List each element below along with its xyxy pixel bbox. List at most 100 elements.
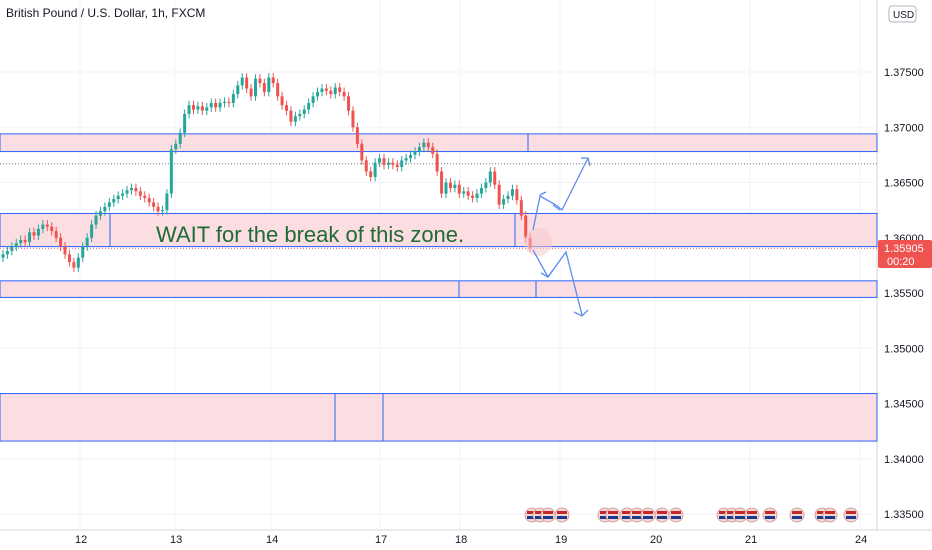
candle-body-80	[355, 127, 359, 144]
candle-body-118	[524, 215, 528, 238]
arrow-up-tick2	[552, 204, 561, 211]
candle-body-85	[378, 158, 382, 163]
candle-body-44	[196, 106, 200, 110]
candle-body-91	[404, 158, 408, 161]
x-tick-label-3: 17	[375, 534, 387, 546]
candle-body-39	[174, 143, 178, 150]
candles[interactable]	[1, 73, 553, 273]
zone-1	[0, 212, 878, 248]
candle-body-53	[236, 85, 240, 95]
candle-body-59	[262, 83, 266, 92]
y-tick-label-8: 1.37500	[884, 67, 924, 79]
arrow-down-tick	[540, 269, 554, 278]
candle-body-22	[98, 211, 102, 216]
candle-body-42	[187, 105, 191, 114]
candle-body-36	[160, 210, 164, 212]
event-icon-stripe-0	[527, 511, 537, 514]
candle-body-48	[214, 102, 218, 108]
x-tick-label-1: 13	[170, 534, 182, 546]
y-tick-label-0: 1.33500	[884, 509, 924, 521]
candle-body-87	[386, 162, 390, 165]
candle-body-114	[506, 195, 510, 200]
arrow-up-tick	[539, 191, 547, 196]
candle-body-102	[453, 184, 457, 189]
x-tick-label-0: 12	[75, 534, 87, 546]
event-icon-stripe2-11	[719, 516, 729, 519]
candle-body-103	[457, 184, 461, 194]
candle-body-51	[227, 101, 231, 103]
currency-badge[interactable]	[888, 5, 917, 23]
event-icon-stripe-4	[600, 511, 610, 514]
candle-body-50	[223, 101, 226, 103]
event-icon-stripe2-18	[825, 516, 835, 519]
last-candle-highlight	[524, 228, 553, 257]
event-icon-19	[843, 507, 859, 523]
support-resistance-zones[interactable]	[0, 133, 878, 442]
event-icon-9	[654, 507, 670, 523]
event-icon-stripe2-17	[817, 516, 827, 519]
annotation-text: WAIT for the break of this zone.	[156, 222, 464, 247]
candle-body-81	[360, 143, 364, 161]
event-icon-stripe-13	[735, 511, 745, 514]
candle-body-9	[41, 224, 45, 229]
candle-body-113	[502, 199, 506, 205]
event-icon-stripe-5	[608, 511, 618, 514]
event-icon-15	[762, 507, 778, 523]
x-tick-label-5: 19	[555, 534, 567, 546]
candle-body-15	[67, 254, 71, 263]
candle-body-93	[413, 151, 417, 155]
event-icon-stripe2-6	[622, 516, 632, 519]
candle-body-67	[298, 113, 302, 117]
candle-body-73	[324, 88, 328, 91]
candle-body-65	[289, 110, 293, 122]
y-tick-label-7: 1.37000	[884, 122, 924, 134]
arrow-down-head	[573, 309, 589, 317]
candle-body-11	[50, 226, 54, 232]
candle-body-17	[76, 257, 80, 268]
event-icon-stripe2-19	[846, 516, 856, 519]
event-icon-stripe2-10	[671, 516, 681, 519]
candle-body-16	[72, 262, 76, 268]
candle-body-25	[112, 199, 116, 203]
event-icon-stripe2-12	[727, 516, 737, 519]
event-icon-stripe-9	[657, 511, 667, 514]
zone-3	[0, 393, 878, 442]
x-tick-label-7: 21	[745, 534, 757, 546]
plot-area[interactable]	[0, 0, 877, 530]
candle-body-18	[81, 246, 85, 258]
event-icon-stripe2-7	[632, 516, 642, 519]
candle-body-31	[138, 191, 142, 196]
economic-event-icons[interactable]	[524, 507, 859, 523]
last-price-value: 1.35905	[884, 243, 924, 255]
arrow-up-head	[581, 157, 591, 167]
event-icon-stripe-6	[622, 511, 632, 514]
candle-body-19	[85, 237, 89, 247]
event-icon-8	[640, 507, 656, 523]
candle-body-32	[143, 195, 147, 198]
candle-body-88	[391, 162, 395, 165]
candle-body-5	[23, 239, 27, 243]
candle-body-66	[293, 116, 297, 122]
candle-body-72	[320, 88, 324, 92]
candle-body-6	[28, 232, 32, 243]
candle-body-62	[276, 83, 280, 97]
candle-body-56	[249, 88, 253, 97]
projection-arrows[interactable]	[532, 157, 591, 317]
candle-body-61	[271, 77, 275, 84]
arrow-up-path	[532, 157, 589, 231]
candle-body-104	[462, 191, 466, 194]
event-icon-stripe-8	[643, 511, 653, 514]
event-icon-stripe-2	[543, 511, 553, 514]
candle-body-86	[382, 158, 386, 165]
candle-body-27	[121, 193, 125, 196]
candle-body-107	[475, 193, 479, 198]
candle-body-74	[329, 90, 333, 95]
x-tick-label-2: 14	[266, 534, 278, 546]
event-icon-14	[744, 507, 760, 523]
candle-body-52	[231, 94, 235, 103]
candle-body-41	[183, 113, 187, 133]
candle-body-60	[267, 77, 271, 92]
candle-body-57	[254, 78, 258, 97]
candle-body-117	[519, 200, 523, 216]
